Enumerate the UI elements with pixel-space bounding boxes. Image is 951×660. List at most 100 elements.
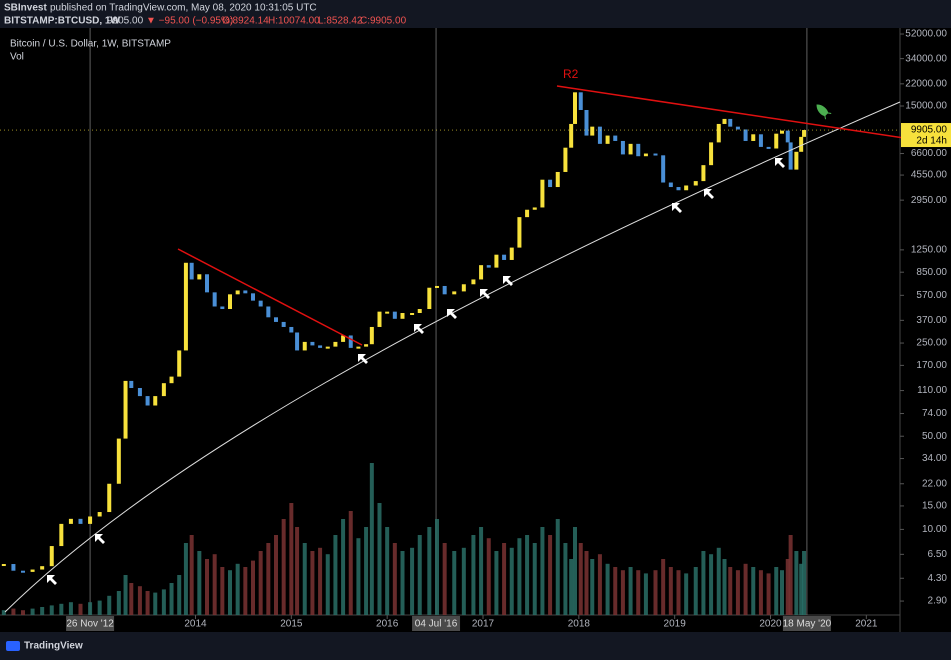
candle	[799, 136, 804, 152]
candle	[161, 383, 166, 397]
candle	[310, 341, 315, 346]
y-tick-label: 6.50	[928, 549, 948, 560]
symbol: BITSTAMP:BTCUSD, 1W	[4, 16, 120, 27]
candle	[693, 181, 698, 186]
candle	[197, 274, 202, 280]
arrow	[47, 575, 57, 585]
volume-bar	[243, 567, 248, 615]
y-tick-label: 570.00	[916, 290, 947, 301]
volume-bar	[620, 570, 625, 615]
volume-bar	[461, 547, 466, 615]
candle	[743, 129, 748, 141]
last-price-bg	[901, 123, 951, 148]
candle	[525, 209, 530, 218]
y-tick-label: 2950.00	[911, 195, 948, 206]
candle	[452, 291, 457, 295]
arrow	[358, 354, 368, 364]
candle	[97, 512, 102, 517]
candle	[620, 140, 625, 155]
price: 9905.00	[107, 16, 144, 27]
volume-bar	[97, 600, 102, 615]
x-tick-label: 2018	[568, 619, 591, 630]
volume-bar	[116, 591, 121, 615]
price-axis	[900, 28, 951, 632]
volume-bar	[494, 551, 499, 615]
legend-entry: Vol	[10, 52, 24, 63]
candle	[145, 396, 150, 406]
candle	[774, 133, 779, 149]
candle	[400, 313, 405, 319]
candle	[68, 518, 73, 524]
volume-bar	[40, 607, 45, 615]
y-tick-label: 22.00	[922, 478, 947, 489]
volume-bar	[377, 503, 382, 615]
volume-bar	[479, 527, 484, 615]
candle	[569, 123, 574, 148]
candle	[377, 311, 382, 327]
volume-bar	[68, 602, 73, 615]
volume-bar	[212, 554, 217, 615]
candle	[228, 294, 232, 310]
candle	[243, 290, 248, 294]
candle	[584, 109, 589, 136]
y-tick-label: 10.00	[922, 524, 947, 535]
candle	[735, 126, 740, 130]
footer-bar	[0, 632, 951, 660]
arrow	[414, 324, 424, 334]
volume-bar	[251, 560, 255, 615]
candle	[722, 118, 727, 124]
volume-bar	[636, 570, 641, 615]
volume-bar	[590, 559, 595, 615]
y-tick-label: 52000.00	[905, 29, 947, 40]
volume-bar	[486, 538, 491, 615]
candle	[356, 346, 361, 349]
volume-bar	[417, 535, 422, 615]
candle	[494, 254, 499, 268]
open: O:8924.14	[222, 16, 269, 27]
candle	[88, 516, 93, 524]
volume-bar	[722, 559, 727, 615]
candle	[597, 126, 602, 144]
y-tick-label: 370.00	[916, 315, 947, 326]
drawings: R2	[4, 67, 951, 613]
candle	[49, 546, 54, 567]
candle	[137, 388, 142, 397]
volume-bar	[628, 567, 633, 615]
volume-bar	[548, 535, 553, 615]
x-tick-label: 2021	[855, 619, 878, 630]
volume-bar	[709, 554, 714, 615]
candle	[785, 130, 790, 143]
candle	[716, 123, 721, 143]
marker-label-bg	[66, 616, 115, 631]
volume-bar	[220, 567, 225, 615]
candle	[169, 376, 174, 384]
brand-logo	[6, 641, 20, 651]
candle	[410, 313, 415, 316]
volume-bar	[735, 570, 740, 615]
arrow	[95, 534, 105, 544]
volume-bar	[59, 603, 64, 615]
marker-label: 26 Nov '12	[66, 619, 114, 630]
candle	[235, 290, 240, 295]
marker-label-bg	[412, 616, 461, 631]
volume-bar	[785, 559, 790, 615]
marker-label-bg	[782, 616, 831, 631]
volume-bar	[751, 567, 756, 615]
volume-bar	[356, 538, 361, 615]
candle	[274, 317, 278, 322]
candle	[177, 350, 182, 377]
candle	[435, 285, 439, 288]
volume-bar	[341, 519, 346, 615]
arrow	[447, 309, 457, 319]
volume-bar	[189, 535, 194, 615]
y-tick-label: 850.00	[916, 267, 947, 278]
volume-bar	[605, 563, 610, 615]
annotation: R2	[563, 67, 579, 81]
y-tick-label: 4.30	[928, 573, 948, 584]
close: C:9905.00	[360, 16, 407, 27]
change: ▼ −95.00 (−0.95%)	[146, 16, 233, 27]
candle	[417, 309, 422, 314]
volume-bar	[573, 527, 577, 615]
candle	[661, 155, 666, 183]
